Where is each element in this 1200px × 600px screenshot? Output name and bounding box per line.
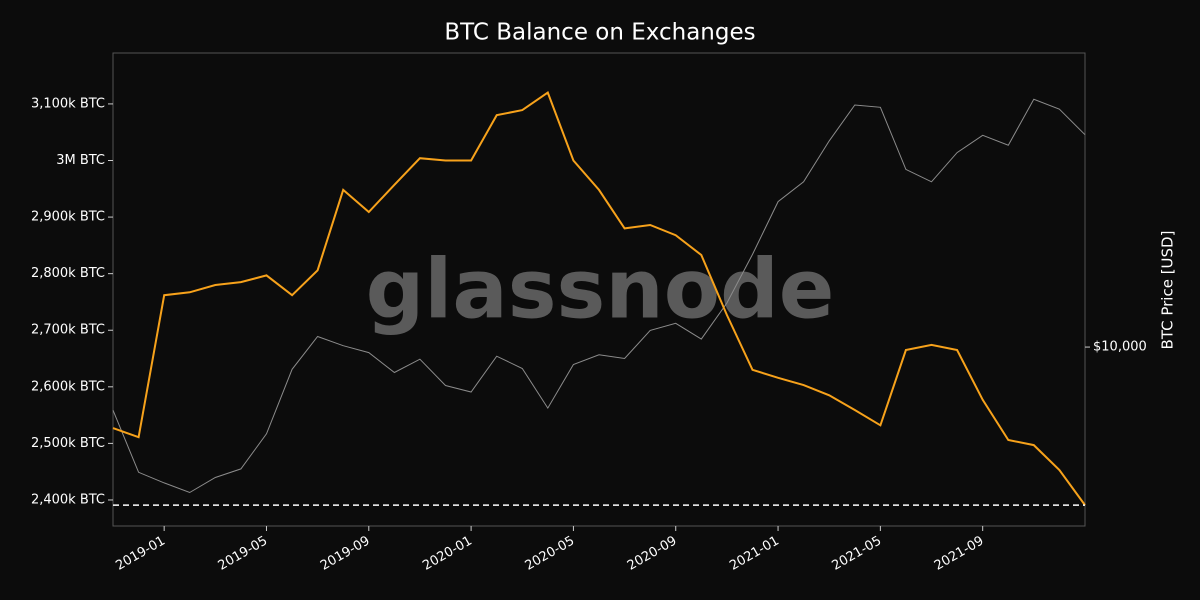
y-tick-label: 2,600k BTC <box>31 379 105 394</box>
y-tick-label: 2,400k BTC <box>31 492 105 507</box>
y-tick-label: 3,100k BTC <box>31 96 105 111</box>
y-tick-label: 3M BTC <box>56 153 105 168</box>
y-tick-label: 2,900k BTC <box>31 210 105 225</box>
y-tick-label: 2,700k BTC <box>31 323 105 338</box>
y-tick-label: 2,500k BTC <box>31 436 105 451</box>
watermark: glassnode <box>366 242 835 337</box>
y-tick-label: 2,800k BTC <box>31 266 105 281</box>
y2-tick-label: $10,000 <box>1093 340 1147 355</box>
plot-frame <box>112 52 1086 527</box>
series-line <box>112 98 1086 494</box>
chart-title: BTC Balance on Exchanges <box>444 20 755 46</box>
y2-axis-label: BTC Price [USD] <box>1159 231 1177 350</box>
series-line <box>112 91 1086 506</box>
